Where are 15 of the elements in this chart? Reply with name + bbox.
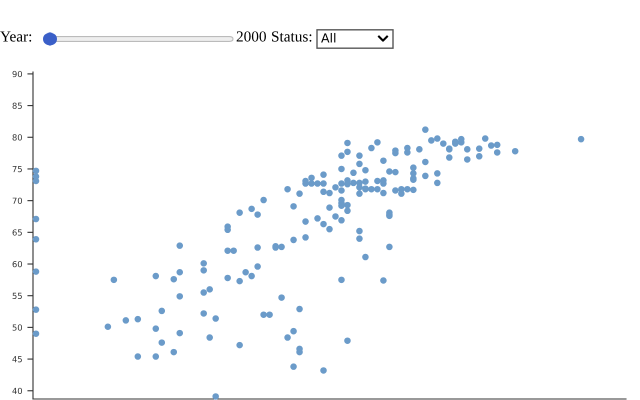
text: Year: [0,31,32,42]
y-tick-label: 90 [12,70,22,78]
y-tick-label: 65 [12,229,22,236]
text: Status: [272,31,312,42]
y-tick-label: 80 [12,134,22,141]
y-tick-label: 55 [12,292,22,299]
y-tick-label: 60 [12,261,22,268]
y-tick-label: 70 [12,198,22,204]
text: 2000 [236,31,266,42]
y-tick-label: 85 [12,102,22,109]
y-tick-label: 75 [12,166,22,172]
y-tick-label: 50 [12,324,22,331]
y-tick-label: 45 [12,356,22,362]
text: All [321,32,336,42]
y-tick-label: 40 [12,388,22,394]
